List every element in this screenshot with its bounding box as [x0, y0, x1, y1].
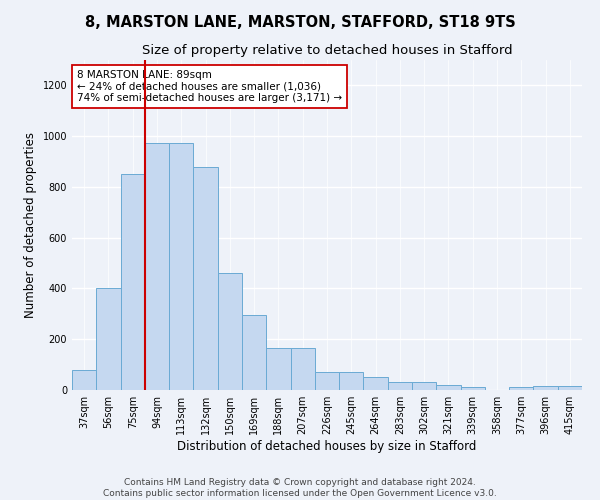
Bar	[242, 315, 266, 390]
Bar	[461, 388, 485, 390]
Bar	[72, 370, 96, 390]
Text: 8, MARSTON LANE, MARSTON, STAFFORD, ST18 9TS: 8, MARSTON LANE, MARSTON, STAFFORD, ST18…	[85, 15, 515, 30]
Y-axis label: Number of detached properties: Number of detached properties	[24, 132, 37, 318]
Bar	[509, 388, 533, 390]
Bar	[96, 288, 121, 390]
Bar	[558, 386, 582, 390]
Bar	[436, 385, 461, 390]
Bar	[339, 372, 364, 390]
Bar	[315, 372, 339, 390]
Bar	[218, 273, 242, 390]
Bar	[364, 378, 388, 390]
Text: 8 MARSTON LANE: 89sqm
← 24% of detached houses are smaller (1,036)
74% of semi-d: 8 MARSTON LANE: 89sqm ← 24% of detached …	[77, 70, 342, 103]
Bar	[169, 142, 193, 390]
Bar	[290, 348, 315, 390]
Bar	[266, 348, 290, 390]
Bar	[533, 386, 558, 390]
Bar	[412, 382, 436, 390]
Bar	[388, 382, 412, 390]
Text: Contains HM Land Registry data © Crown copyright and database right 2024.
Contai: Contains HM Land Registry data © Crown c…	[103, 478, 497, 498]
Bar	[121, 174, 145, 390]
Title: Size of property relative to detached houses in Stafford: Size of property relative to detached ho…	[142, 44, 512, 58]
X-axis label: Distribution of detached houses by size in Stafford: Distribution of detached houses by size …	[178, 440, 476, 453]
Bar	[193, 166, 218, 390]
Bar	[145, 142, 169, 390]
